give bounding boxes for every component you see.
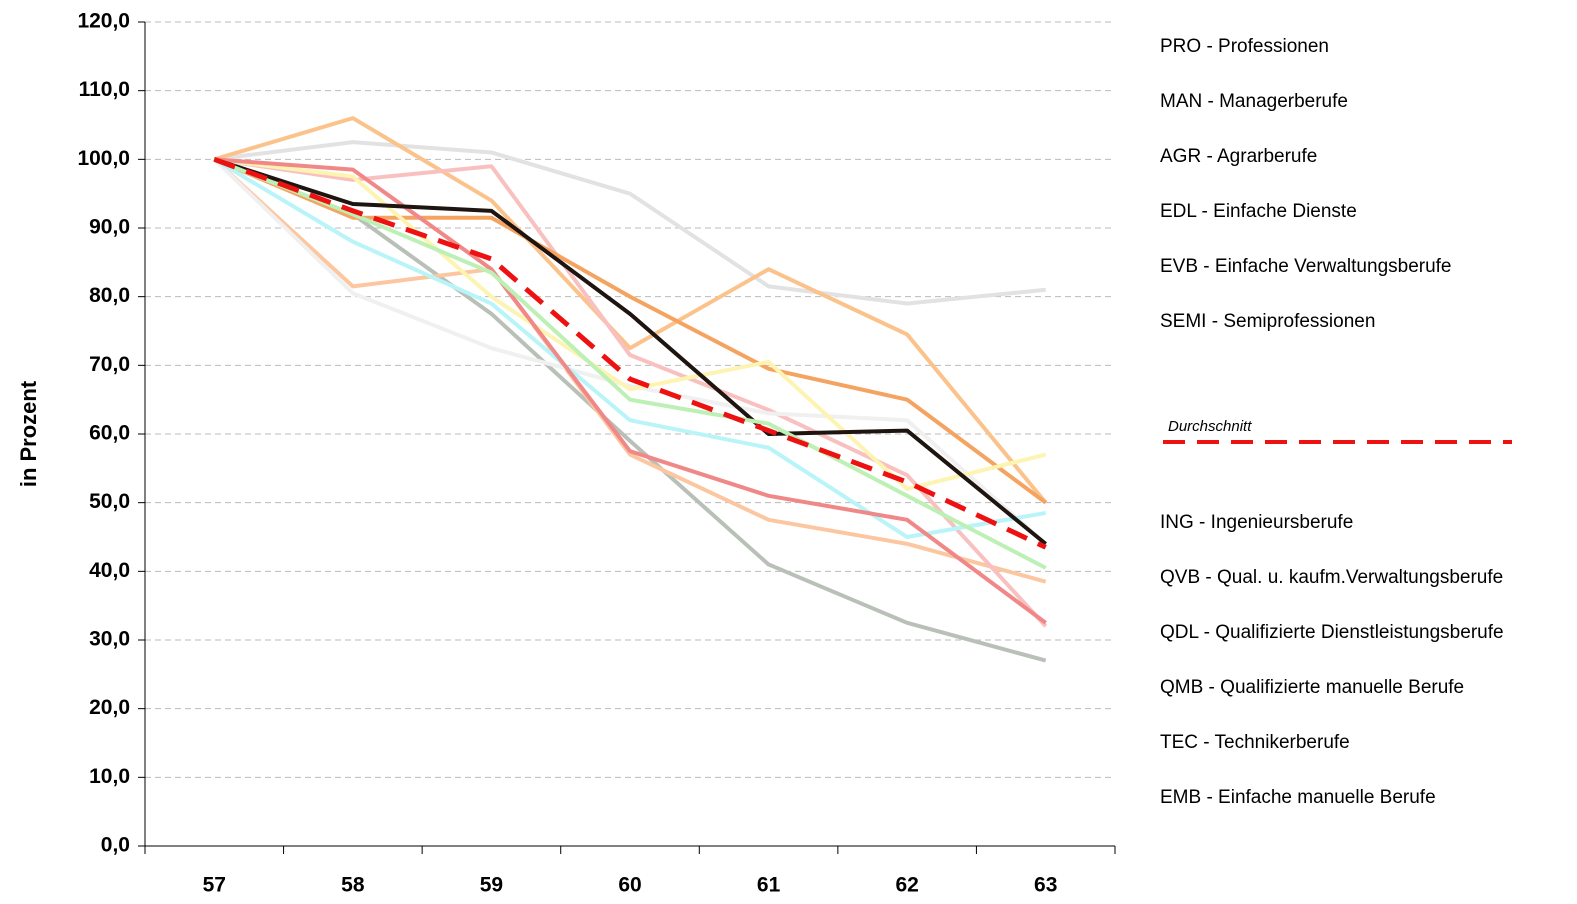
legend-label: EDL - Einfache Dienste bbox=[1160, 201, 1357, 222]
series-line bbox=[213, 157, 1047, 546]
legend-label: TEC - Technikerberufe bbox=[1160, 732, 1350, 753]
series-line bbox=[213, 157, 1047, 570]
legend-label: EVB - Einfache Verwaltungsberufe bbox=[1160, 256, 1452, 277]
x-tick-label: 59 bbox=[480, 874, 503, 897]
y-tick-label: 120,0 bbox=[77, 10, 130, 33]
legend-label: ING - Ingenieursberufe bbox=[1160, 512, 1353, 533]
y-tick-label: 30,0 bbox=[89, 628, 130, 651]
legend-label: MAN - Managerberufe bbox=[1160, 91, 1348, 112]
legend-label: Durchschnitt bbox=[1168, 418, 1252, 435]
series-line bbox=[212, 157, 1048, 546]
legend-label: PRO - Professionen bbox=[1160, 36, 1329, 57]
y-tick-label: 40,0 bbox=[89, 559, 130, 582]
legend-label: AGR - Agrarberufe bbox=[1160, 146, 1317, 167]
series-line bbox=[214, 157, 1047, 625]
y-tick-label: 0,0 bbox=[101, 834, 130, 857]
series-line bbox=[213, 157, 1047, 539]
series-line bbox=[213, 157, 1048, 628]
series-line bbox=[214, 140, 1046, 306]
y-tick-label: 110,0 bbox=[79, 78, 130, 101]
y-tick-label: 60,0 bbox=[89, 422, 130, 445]
legend-label: QMB - Qualifizierte manuelle Berufe bbox=[1160, 677, 1464, 698]
legend-label: EMB - Einfache manuelle Berufe bbox=[1160, 787, 1436, 808]
series-line bbox=[213, 157, 1047, 505]
y-tick-label: 90,0 bbox=[89, 216, 130, 239]
y-tick-label: 70,0 bbox=[89, 353, 130, 376]
y-tick-label: 80,0 bbox=[89, 284, 130, 307]
x-tick-label: 60 bbox=[618, 874, 641, 897]
y-tick-label: 20,0 bbox=[89, 696, 130, 719]
x-tick-label: 57 bbox=[203, 874, 226, 897]
x-tick-label: 63 bbox=[1034, 874, 1057, 897]
series-line bbox=[214, 157, 1047, 491]
series-line bbox=[212, 157, 1047, 584]
series-line bbox=[213, 156, 1047, 550]
y-tick-label: 50,0 bbox=[89, 490, 130, 513]
legend-label: QVB - Qual. u. kaufm.Verwaltungsberufe bbox=[1160, 567, 1503, 588]
legend-label: SEMI - Semiprofessionen bbox=[1160, 311, 1375, 332]
y-tick-label: 100,0 bbox=[77, 147, 130, 170]
y-tick-label: 10,0 bbox=[89, 765, 130, 788]
y-axis-label: in Prozent bbox=[16, 380, 41, 487]
x-tick-label: 61 bbox=[757, 874, 781, 897]
series-line bbox=[213, 116, 1048, 504]
legend-label: QDL - Qualifizierte Dienstleistungsberuf… bbox=[1160, 622, 1504, 643]
x-tick-label: 62 bbox=[895, 874, 918, 897]
x-tick-label: 58 bbox=[341, 874, 365, 897]
